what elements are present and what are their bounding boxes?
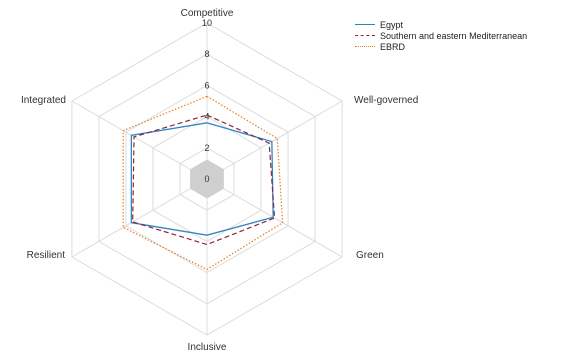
tick-label-10: 10	[202, 18, 212, 28]
axis-label-resilient: Resilient	[27, 250, 66, 261]
tick-label-4: 4	[204, 112, 209, 122]
axis-label-green: Green	[356, 250, 384, 261]
legend-swatch-sem	[355, 35, 375, 36]
tick-label-0: 0	[204, 174, 209, 184]
tick-label-2: 2	[204, 143, 209, 153]
series-layer	[122, 95, 284, 271]
center-hexagon	[190, 159, 224, 199]
grid-spoke-5	[71, 100, 208, 180]
series-polygon-2	[122, 95, 284, 271]
axis-label-integrated: Integrated	[21, 95, 66, 106]
legend-item-ebrd: EBRD	[355, 41, 527, 52]
legend-item-sem: Southern and eastern Mediterranean	[355, 30, 527, 41]
legend-label-egypt: Egypt	[380, 19, 404, 30]
center-marker	[190, 159, 224, 199]
grid-spoke-4	[71, 178, 208, 258]
axis-labels: Competitive Well-governed Green Inclusive Re…	[21, 8, 418, 353]
legend-swatch-egypt	[355, 24, 375, 25]
tick-label-6: 6	[204, 80, 209, 90]
radar-grid	[71, 22, 343, 336]
axis-label-inclusive: Inclusive	[188, 342, 227, 353]
axis-label-competitive: Competitive	[181, 8, 234, 19]
legend: Egypt Southern and eastern Mediterranean…	[355, 19, 527, 52]
legend-label-ebrd: EBRD	[380, 41, 406, 52]
axis-label-well-governed: Well-governed	[354, 95, 418, 106]
tick-labels: 0 2 4 6 8 10	[202, 18, 212, 184]
series-polygon-1	[132, 114, 276, 246]
legend-label-sem: Southern and eastern Mediterranean	[380, 30, 528, 41]
legend-swatch-ebrd	[355, 46, 375, 47]
series-polygon-0	[130, 122, 274, 236]
legend-item-egypt: Egypt	[355, 19, 527, 30]
grid-spoke-2	[206, 178, 343, 258]
grid-spoke-1	[206, 100, 343, 180]
tick-label-8: 8	[204, 49, 209, 59]
